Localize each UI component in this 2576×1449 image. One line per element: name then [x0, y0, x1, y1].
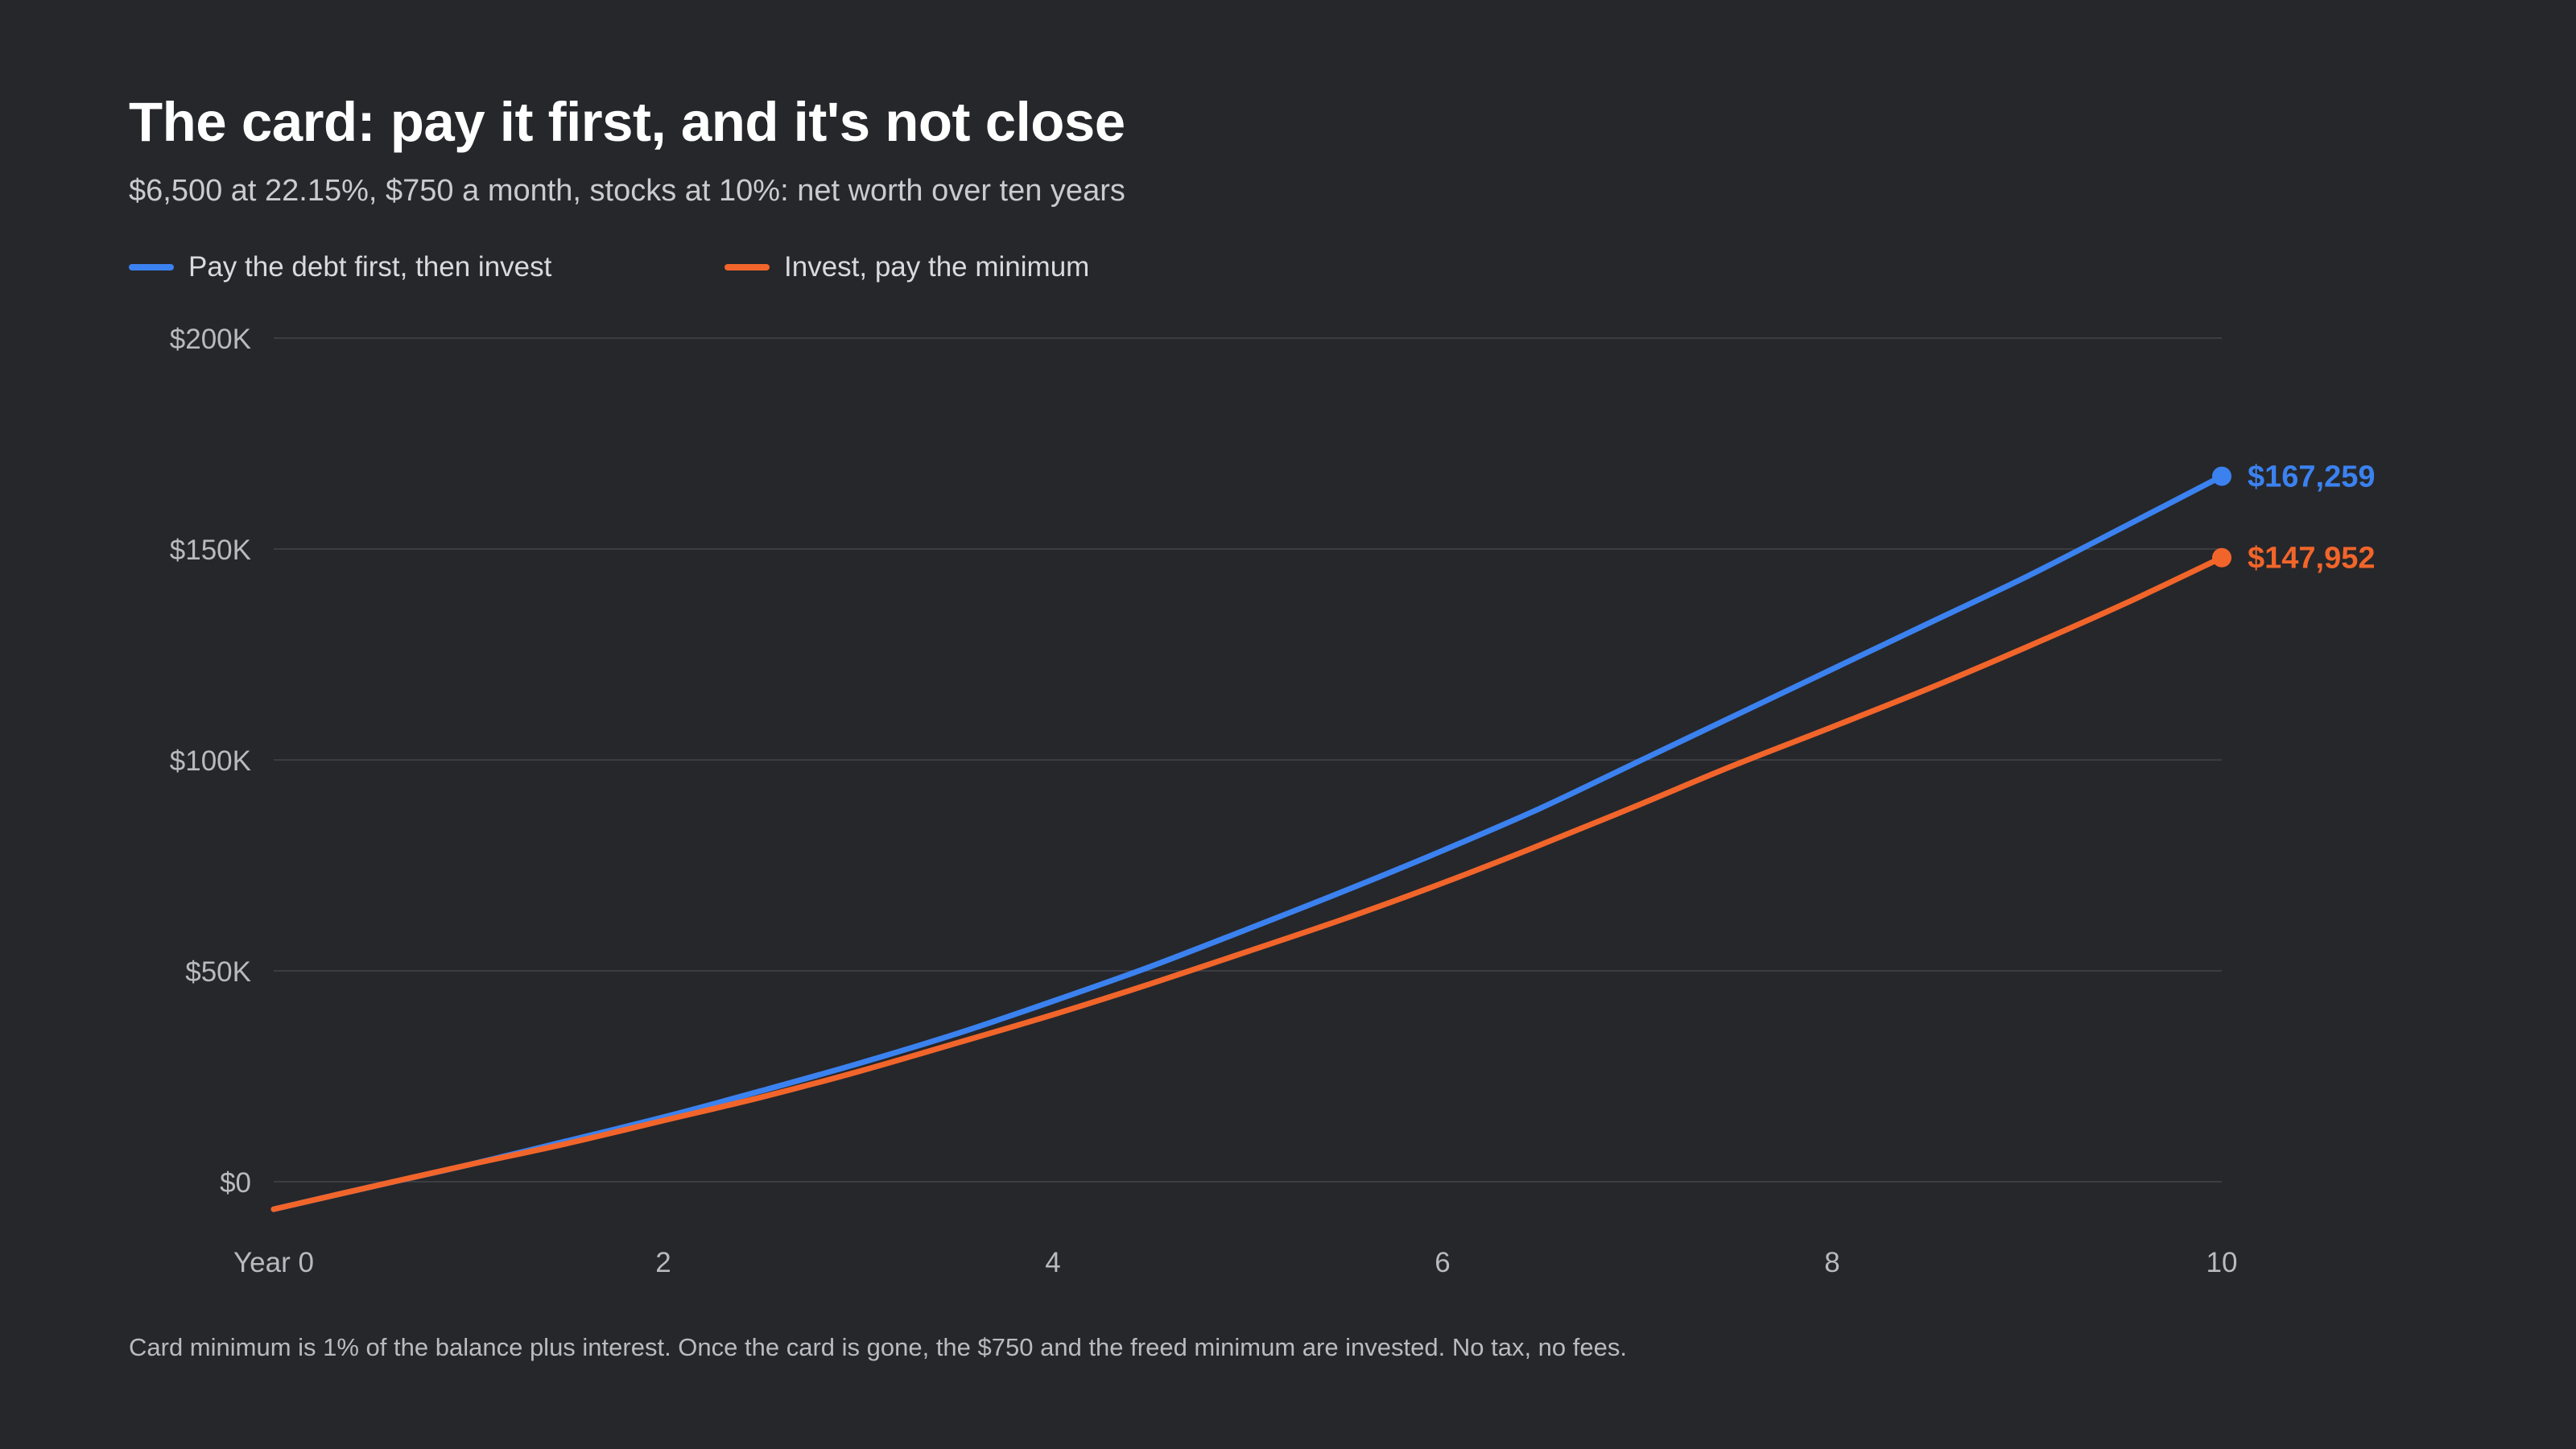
x-tick-label-5: 10: [2207, 1247, 2238, 1278]
chart-legend: Pay the debt first, then invest Invest, …: [129, 248, 1417, 287]
end-label-invest: $147,952: [2248, 542, 2376, 576]
legend-swatch-invest: [724, 264, 770, 270]
chart-footnote: Card minimum is 1% of the balance plus i…: [129, 1333, 1627, 1361]
x-tick-label-0: Year 0: [233, 1247, 314, 1278]
legend-swatch-debt-first: [129, 264, 174, 270]
x-tick-label-1: 2: [655, 1247, 671, 1278]
y-tick-label-4: $200K: [170, 324, 251, 355]
x-tick-label-4: 8: [1824, 1247, 1839, 1278]
end-label-debt-first: $167,259: [2248, 460, 2376, 494]
y-tick-label-1: $50K: [185, 956, 251, 988]
series-line-invest: [270, 555, 2225, 1212]
series-line-debt-first: [270, 473, 2225, 1212]
end-dot-invest: [2212, 547, 2231, 568]
legend-label-invest: Invest, pay the minimum: [784, 251, 1090, 283]
chart-subtitle: $6,500 at 22.15%, $750 a month, stocks a…: [129, 174, 1125, 208]
x-tick-label-2: 4: [1045, 1247, 1060, 1278]
y-tick-label-3: $150K: [170, 535, 251, 566]
chart-title: The card: pay it first, and it's not clo…: [129, 91, 1125, 153]
end-dot-debt-first: [2212, 466, 2231, 486]
legend-item-invest: Invest, pay the minimum: [724, 248, 1089, 287]
legend-item-debt-first: Pay the debt first, then invest: [129, 248, 551, 287]
y-tick-label-2: $100K: [170, 745, 251, 777]
x-tick-label-3: 6: [1435, 1247, 1450, 1278]
legend-label-debt-first: Pay the debt first, then invest: [188, 251, 552, 283]
y-tick-label-0: $0: [220, 1167, 251, 1199]
